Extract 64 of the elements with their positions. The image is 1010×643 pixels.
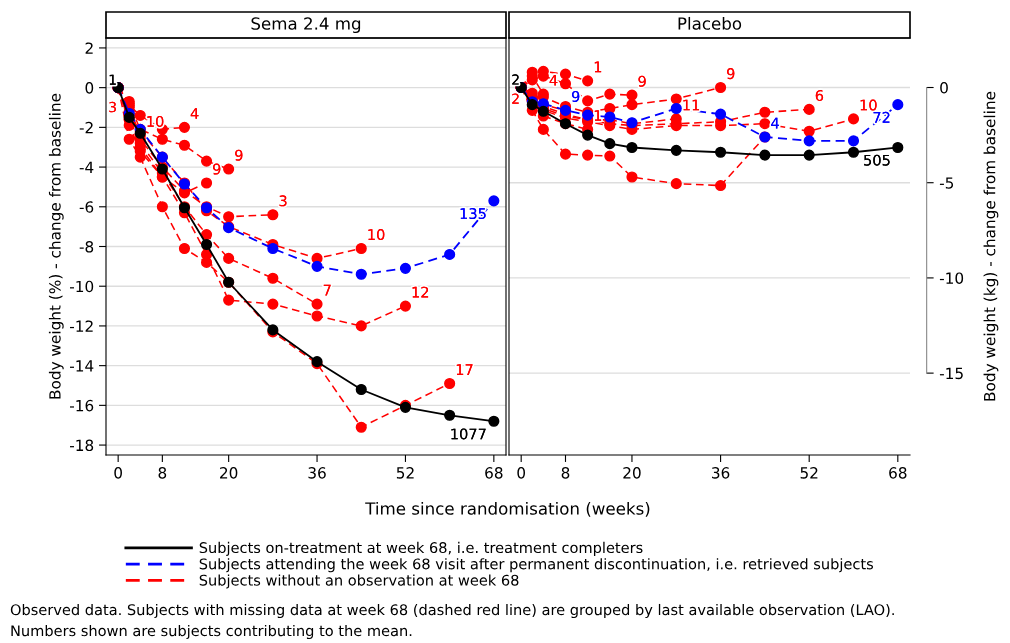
y-tick-label: -14 xyxy=(69,360,94,372)
annotation: 9 xyxy=(571,90,580,102)
x-tick-label: 0 xyxy=(517,467,526,479)
annotation: 2 xyxy=(512,74,519,85)
x-tick-label: 20 xyxy=(623,467,641,479)
annotation: 10 xyxy=(368,229,385,241)
annotation: 3 xyxy=(279,195,287,207)
chart-title: Sema 2.4 mg xyxy=(251,17,361,34)
x-tick-label: 8 xyxy=(158,467,167,479)
annotation: 6 xyxy=(815,89,824,102)
annotation: 3 xyxy=(109,101,116,113)
y-tick-label: -12 xyxy=(69,320,93,332)
x-tick-label: 0 xyxy=(114,467,122,479)
y-tick-label: -2 xyxy=(79,121,93,134)
annotation: 505 xyxy=(864,154,890,166)
legend-label: Subjects attending the week 68 visit after permanent discontinuation, i.e. retrieved subjects xyxy=(199,558,874,573)
annotation: 9 xyxy=(213,163,221,175)
y-axis-title: Body weight (%) - change from baseline xyxy=(48,93,64,399)
x-axis-title: Time since randomisation (weeks) xyxy=(365,501,650,517)
y-tick-label: -10 xyxy=(939,272,964,284)
annotation: 7 xyxy=(323,284,331,296)
x-tick-label: 36 xyxy=(308,467,326,479)
x-tick-label: 8 xyxy=(561,467,570,479)
y-tick-label: -5 xyxy=(939,177,954,189)
y-axis-title: Body weight (kg) - change from baseline xyxy=(983,91,999,401)
y-tick-label: -4 xyxy=(79,161,94,173)
y-tick-label: -16 xyxy=(69,399,94,412)
text: Observed data. Subjects with missing data at week 68 (dashed red line) are grouped by last available observation (LAO). xyxy=(10,603,894,619)
chart-title: Placebo xyxy=(678,16,742,30)
x-tick-label: 68 xyxy=(485,467,503,479)
y-tick-label: -6 xyxy=(79,201,94,213)
annotation: 9 xyxy=(235,149,243,161)
x-tick-label: 52 xyxy=(396,467,414,479)
annotation: 10 xyxy=(147,115,164,127)
annotation: 2 xyxy=(512,93,519,104)
text: Numbers shown are subjects contributing to the mean. xyxy=(11,624,412,640)
y-tick-label: -10 xyxy=(69,280,94,293)
legend-label: Subjects without an observation at week 68 xyxy=(199,574,519,589)
annotation: 1077 xyxy=(451,428,486,440)
y-tick-label: 2 xyxy=(85,42,93,54)
legend-label: Subjects on-treatment at week 68, i.e. treatment completers xyxy=(199,541,643,556)
annotation: 1 xyxy=(109,74,116,85)
annotation: 4 xyxy=(771,117,779,129)
x-tick-label: 52 xyxy=(800,467,818,479)
annotation: 17 xyxy=(456,364,473,375)
y-tick-label: 0 xyxy=(85,82,94,94)
x-tick-label: 20 xyxy=(220,467,238,479)
annotation: 1 xyxy=(594,110,602,121)
annotation: 4 xyxy=(190,108,199,119)
y-tick-label: -8 xyxy=(79,240,94,253)
annotation: 72 xyxy=(873,111,890,123)
annotation: 4 xyxy=(549,74,558,86)
annotation: 9 xyxy=(727,68,735,80)
annotation: 9 xyxy=(638,75,646,87)
annotation: 12 xyxy=(412,286,429,298)
annotation: 135 xyxy=(460,208,486,220)
x-tick-label: 68 xyxy=(889,467,907,479)
annotation: 11 xyxy=(683,99,700,111)
annotation: 1 xyxy=(594,61,602,73)
x-tick-label: 36 xyxy=(712,467,730,479)
y-tick-label: -15 xyxy=(939,367,963,380)
annotation: 10 xyxy=(860,99,877,111)
y-tick-label: 0 xyxy=(940,81,948,94)
y-tick-label: -18 xyxy=(69,439,94,452)
